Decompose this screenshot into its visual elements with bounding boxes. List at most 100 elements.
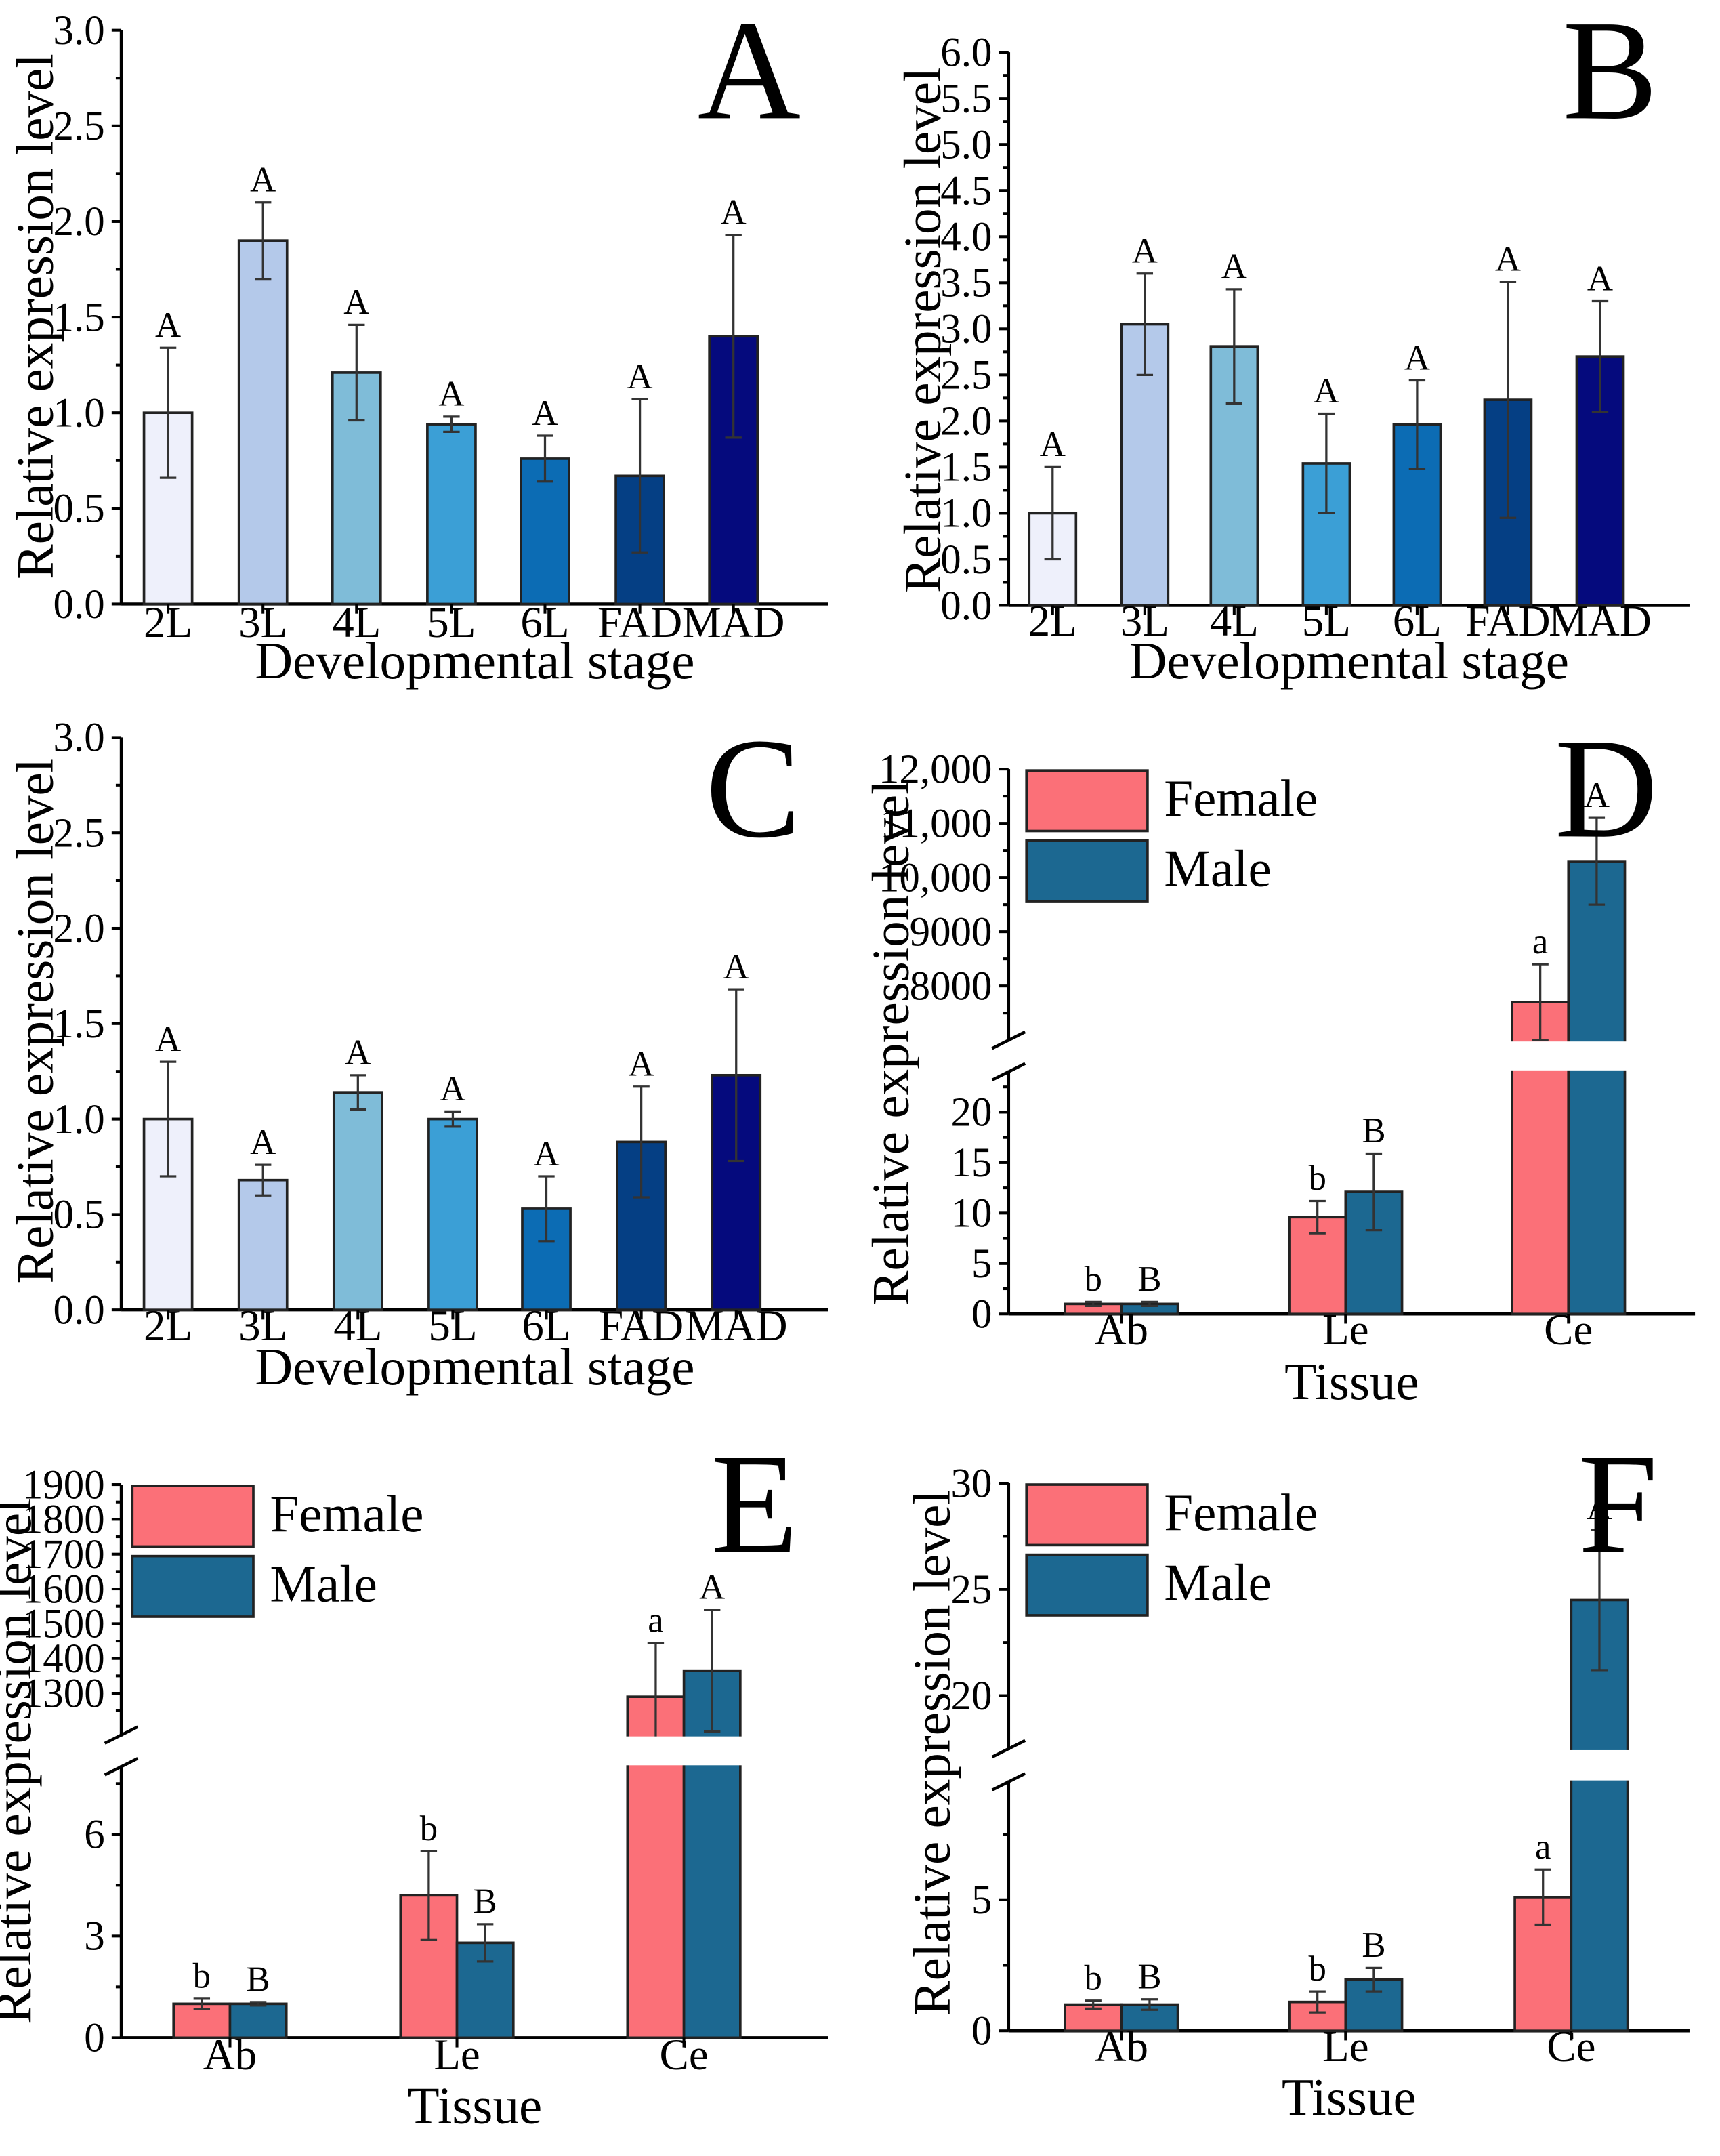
y-tick-label: 1.0 (940, 491, 992, 537)
significance-label: A (1584, 776, 1610, 815)
y-tick-label: 1.5 (940, 445, 992, 491)
y-tick-label: 1.0 (54, 1097, 105, 1142)
significance-label: A (627, 357, 653, 396)
x-axis-title: Developmental stage (1129, 631, 1569, 690)
axis-break-mark (104, 1757, 139, 1777)
panel-b: 0.00.51.01.52.02.53.03.54.04.55.05.56.0 A… (893, 0, 1690, 690)
x-tick-label: FAD (599, 1302, 684, 1350)
axis-break-mark (991, 1030, 1026, 1050)
x-tick-label: 4L (333, 1302, 382, 1350)
y-tick-label: 6 (84, 1812, 104, 1858)
significance-label: A (721, 192, 747, 232)
significance-label: a (1535, 1827, 1551, 1867)
significance-label: B (246, 1960, 270, 1999)
y-tick-label: 2.5 (54, 811, 105, 856)
y-tick-label: 5.0 (940, 123, 992, 168)
significance-label: A (1404, 338, 1430, 377)
y-tick-label: 5.5 (940, 76, 992, 121)
significance-label: A (438, 375, 464, 414)
y-tick-label: 20 (951, 1674, 992, 1719)
x-tick-label: 5L (427, 598, 476, 647)
bar-5l (426, 423, 477, 606)
significance-label: B (1362, 1111, 1385, 1150)
bar-male-ce (1567, 860, 1627, 1316)
significance-label: B (1362, 1926, 1385, 1965)
x-axis-title: Tissue (408, 2076, 543, 2134)
axis-break-mark (991, 1772, 1026, 1791)
x-tick-label: 3L (238, 598, 287, 647)
x-tick-label: MAD (682, 598, 785, 647)
y-tick-label: 9000 (910, 909, 992, 955)
y-tick-label: 10,000 (879, 855, 992, 900)
significance-label: A (250, 160, 276, 199)
y-tick-label: 8000 (910, 963, 992, 1009)
legend-label: Male (270, 1555, 377, 1613)
axis-break-gap (1004, 1041, 1013, 1071)
y-tick-label: 4.5 (940, 169, 992, 214)
axis-break-mark (991, 1739, 1026, 1759)
x-tick-label: 6L (522, 1302, 570, 1350)
y-tick-label: 1900 (22, 1462, 105, 1508)
significance-label: b (1308, 1949, 1326, 1989)
x-tick-label: 2L (1028, 597, 1077, 646)
bar-5l (427, 1117, 478, 1311)
significance-label: b (193, 1957, 211, 1996)
axis-break-gap (1011, 1749, 1693, 1781)
legend-swatch-female (131, 1485, 255, 1548)
axis-break-gap (124, 1736, 831, 1766)
y-tick-label: 20 (951, 1090, 992, 1136)
panel-letter: C (705, 709, 801, 867)
x-tick-label: 3L (1120, 597, 1169, 646)
y-tick-label: 6.0 (940, 30, 992, 75)
y-axis-title: Relative expression level (6, 758, 64, 1284)
panel-letter: F (1578, 1424, 1658, 1583)
significance-label: A (1040, 425, 1066, 464)
y-axis-title: Relative expression level (0, 1498, 42, 2024)
significance-label: A (345, 1033, 371, 1073)
significance-label: A (1587, 1488, 1612, 1527)
panel-letter: D (1555, 709, 1658, 867)
y-tick-label: 0.5 (940, 537, 992, 583)
y-tick-label: 0.0 (940, 583, 992, 629)
significance-label: b (1084, 1958, 1102, 1997)
significance-label: A (532, 394, 558, 433)
y-tick-label: 1600 (22, 1567, 105, 1612)
panel-letter: A (698, 0, 801, 149)
y-tick-label: 2.0 (54, 199, 105, 245)
x-tick-label: Le (1322, 2023, 1369, 2071)
y-tick-label: 1.0 (54, 390, 105, 436)
y-tick-label: 15 (951, 1140, 992, 1186)
significance-label: A (1587, 259, 1613, 298)
y-tick-label: 3.5 (940, 261, 992, 306)
y-axis-title: Relative expression level (902, 1490, 961, 2016)
bar-6l (520, 457, 570, 606)
x-tick-label: FAD (597, 598, 682, 647)
x-tick-label: 6L (520, 598, 569, 647)
x-tick-label: Le (434, 2031, 480, 2079)
y-tick-label: 25 (951, 1567, 992, 1613)
y-tick-label: 0 (971, 1292, 992, 1338)
x-tick-label: 4L (332, 598, 381, 647)
significance-label: A (1495, 240, 1521, 279)
significance-label: b (1308, 1159, 1326, 1198)
y-tick-label: 3 (84, 1914, 104, 1960)
y-tick-label: 0.0 (54, 582, 105, 627)
significance-label: A (440, 1069, 465, 1108)
significance-label: b (420, 1809, 438, 1848)
legend-swatch-male (1025, 839, 1149, 903)
significance-label: A (250, 1123, 276, 1162)
axis-break-gap (1011, 1041, 1698, 1071)
x-axis-title: Developmental stage (255, 1338, 694, 1396)
y-axis-title: Relative expression level (893, 68, 951, 594)
x-tick-label: 5L (428, 1302, 477, 1350)
y-tick-label: 2.5 (54, 104, 105, 149)
y-tick-label: 3.0 (940, 307, 992, 352)
x-axis-title: Tissue (1282, 2068, 1417, 2126)
y-tick-label: 0.5 (54, 1193, 105, 1238)
y-tick-label: 12,000 (879, 747, 992, 792)
significance-label: A (155, 306, 181, 345)
significance-label: B (1137, 1260, 1161, 1299)
significance-label: A (1132, 231, 1158, 270)
y-tick-label: 11,000 (880, 801, 992, 846)
